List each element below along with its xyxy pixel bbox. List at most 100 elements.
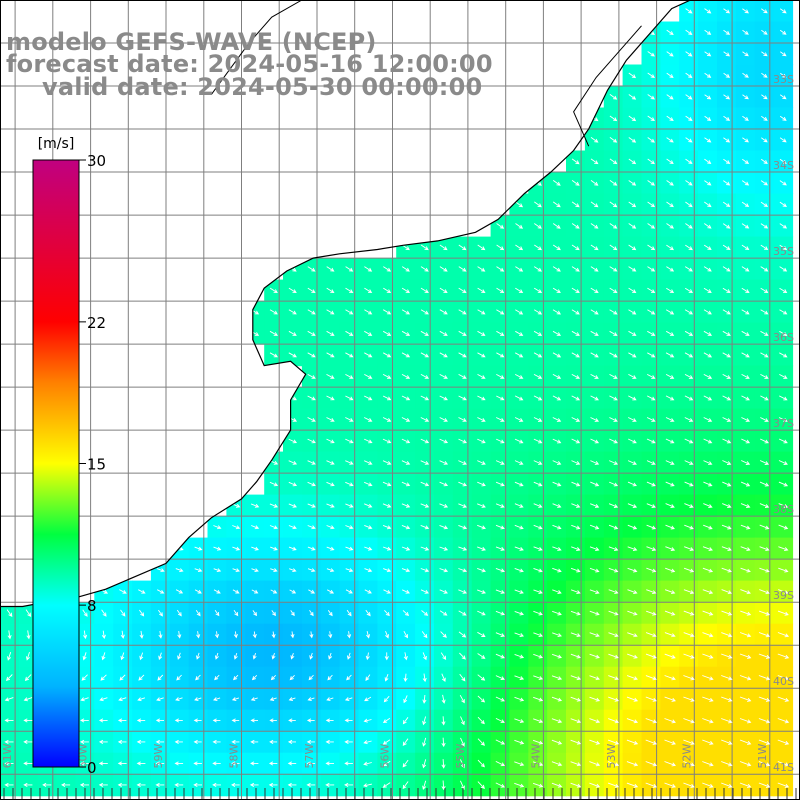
wind-arrow xyxy=(739,696,752,702)
wind-arrow xyxy=(609,374,618,379)
wind-arrow xyxy=(703,503,713,508)
wind-arrow xyxy=(552,352,562,358)
wind-arrow xyxy=(626,739,639,745)
wind-arrow xyxy=(496,395,505,401)
wind-arrow xyxy=(590,503,600,508)
wind-arrow xyxy=(664,589,676,595)
wind-arrow xyxy=(627,460,637,465)
wind-arrow xyxy=(156,697,164,702)
wind-arrow xyxy=(589,718,601,724)
wind-arrow xyxy=(401,503,411,508)
wind-arrow xyxy=(137,697,146,702)
wind-arrow xyxy=(722,503,732,508)
wind-arrow xyxy=(193,782,202,787)
wind-arrow xyxy=(589,653,600,659)
wind-arrow xyxy=(684,266,693,272)
wind-arrow xyxy=(250,761,259,766)
wind-arrow xyxy=(647,309,656,315)
wind-arrow xyxy=(402,738,409,746)
wind-arrow xyxy=(288,718,296,723)
wind-arrow xyxy=(608,589,619,595)
wind-arrow xyxy=(665,309,675,315)
wind-arrow xyxy=(421,631,428,639)
wind-arrow xyxy=(552,330,562,336)
wind-arrow xyxy=(777,675,790,681)
wind-arrow xyxy=(440,631,447,638)
wind-arrow xyxy=(458,610,467,616)
wind-arrow xyxy=(119,589,127,594)
wind-arrow xyxy=(288,525,297,530)
wind-arrow xyxy=(704,51,712,57)
wind-arrow xyxy=(628,438,637,444)
wind-arrow xyxy=(251,568,259,573)
wind-arrow xyxy=(345,266,354,272)
wind-arrow xyxy=(422,652,427,661)
wind-arrow xyxy=(704,223,712,229)
wind-arrow xyxy=(250,718,258,723)
wind-arrow xyxy=(268,782,278,787)
wind-arrow xyxy=(193,718,202,723)
wind-arrow xyxy=(420,524,430,530)
model-title: modelo GEFS-WAVE (NCEP) xyxy=(6,28,377,56)
wind-arrow xyxy=(647,51,655,57)
wind-arrow xyxy=(664,739,676,745)
wind-arrow xyxy=(533,266,542,272)
wind-arrow xyxy=(382,503,392,508)
wind-arrow xyxy=(609,201,618,208)
wind-arrow xyxy=(495,739,506,745)
wind-arrow xyxy=(382,760,391,767)
wind-arrow xyxy=(383,695,390,703)
wind-arrow xyxy=(571,266,580,272)
wind-arrow xyxy=(551,739,563,745)
wind-arrow xyxy=(420,481,430,487)
wind-arrow xyxy=(779,94,787,100)
wind-arrow xyxy=(589,524,600,530)
wind-arrow xyxy=(496,309,505,315)
wind-arrow xyxy=(703,395,713,401)
wind-arrow xyxy=(760,158,768,164)
wind-arrow xyxy=(458,244,467,251)
wind-arrow xyxy=(666,29,674,36)
wind-arrow xyxy=(533,653,543,659)
wind-arrow xyxy=(646,481,656,487)
wind-arrow xyxy=(609,395,618,401)
wind-arrow xyxy=(363,395,373,401)
wind-arrow xyxy=(628,180,637,186)
wind-arrow xyxy=(403,630,408,639)
wind-arrow xyxy=(382,546,392,551)
wind-arrow xyxy=(571,395,581,401)
wind-arrow xyxy=(666,266,675,272)
wind-arrow xyxy=(155,718,164,723)
wind-arrow xyxy=(721,610,733,616)
wind-arrow xyxy=(684,374,694,379)
wind-arrow xyxy=(514,782,525,788)
wind-arrow xyxy=(495,589,505,594)
wind-arrow xyxy=(590,460,600,465)
wind-arrow xyxy=(439,503,449,508)
wind-arrow xyxy=(533,524,543,530)
wind-arrow xyxy=(288,352,297,358)
wind-arrow xyxy=(326,481,335,487)
wind-arrow xyxy=(269,503,279,508)
wind-arrow xyxy=(495,610,505,616)
wind-arrow xyxy=(666,244,674,251)
wind-arrow xyxy=(4,697,14,702)
wind-arrow xyxy=(439,524,449,530)
wind-arrow xyxy=(193,761,202,766)
wind-arrow xyxy=(683,653,695,659)
wind-arrow xyxy=(609,137,618,143)
wind-arrow xyxy=(477,524,486,530)
wind-arrow xyxy=(212,761,221,766)
wind-arrow xyxy=(250,739,259,744)
wind-arrow xyxy=(721,739,733,745)
wind-arrow xyxy=(307,546,316,551)
wind-arrow xyxy=(741,287,750,293)
wind-arrow xyxy=(458,352,467,358)
wind-arrow xyxy=(702,675,714,681)
wind-arrow xyxy=(100,674,107,681)
wind-arrow xyxy=(439,266,448,272)
wind-arrow xyxy=(307,697,315,702)
wind-arrow xyxy=(722,330,731,336)
wind-arrow xyxy=(551,675,563,681)
wind-arrow xyxy=(307,438,316,444)
